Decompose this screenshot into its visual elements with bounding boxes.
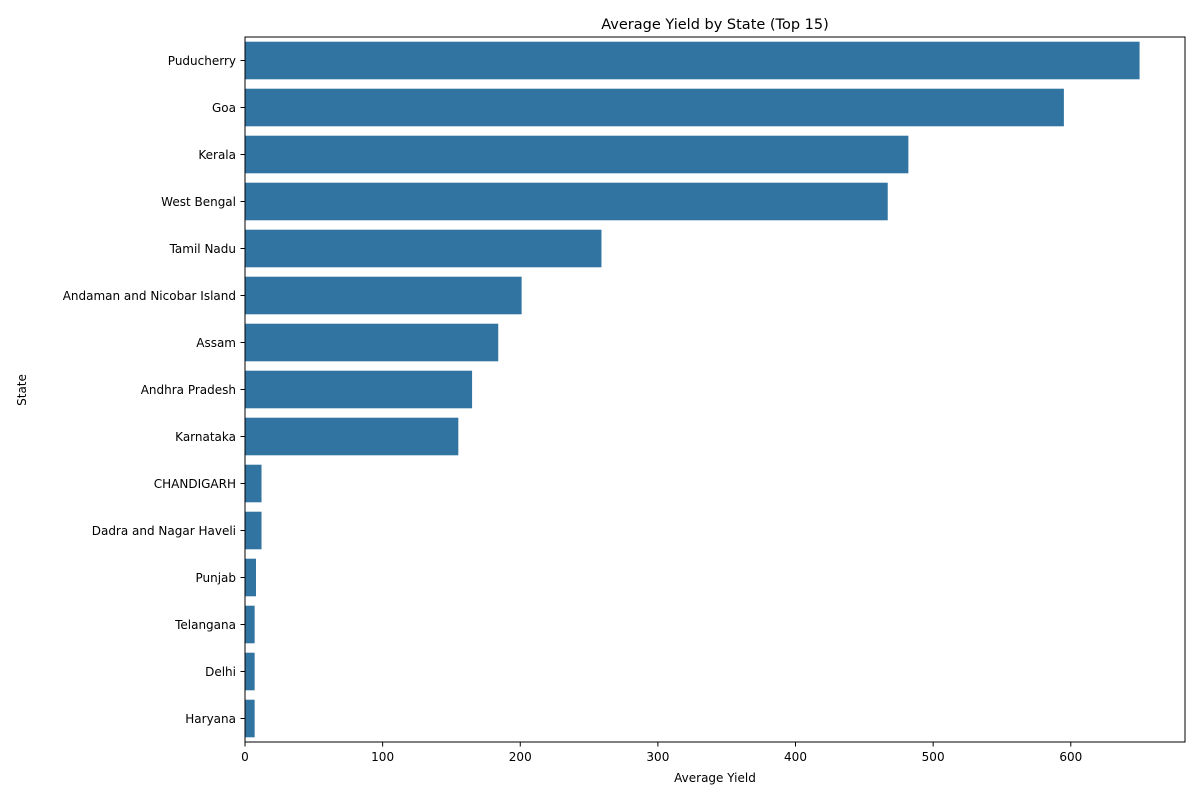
y-tick-label: Dadra and Nagar Haveli [92,524,236,538]
y-tick-label: Tamil Nadu [169,242,236,256]
bars-group [245,41,1140,738]
plot-frame [244,36,1186,743]
bar-punjab [245,558,257,597]
y-tick-label: West Bengal [161,195,236,209]
y-tick-label: Puducherry [168,54,236,68]
x-axis-label: Average Yield [674,771,756,785]
y-axis-ticks: Puducherry Goa Kerala West Bengal Tamil Nadu… [63,54,245,726]
bar-goa [245,88,1064,127]
bar-kerala [245,135,909,174]
y-tick-label: Delhi [205,665,236,679]
y-tick-label: Telangana [174,618,236,632]
bar-assam [245,323,499,362]
y-tick-label: Goa [212,101,236,115]
x-tick-label: 300 [646,750,669,764]
bar-puducherry [245,41,1140,80]
bar-telangana [245,605,255,644]
bar-haryana [245,699,255,738]
chart-title: Average Yield by State (Top 15) [601,17,829,33]
y-tick-label: Karnataka [175,430,236,444]
bar-andhra-pradesh [245,370,473,409]
x-tick-label: 500 [922,750,945,764]
x-tick-label: 100 [371,750,394,764]
y-tick-label: CHANDIGARH [154,477,236,491]
y-tick-label: Andaman and Nicobar Island [63,289,236,303]
x-tick-label: 400 [784,750,807,764]
x-tick-label: 600 [1059,750,1082,764]
y-tick-label: Haryana [185,712,236,726]
bar-karnataka [245,417,459,456]
y-axis-label: State [15,374,29,406]
y-tick-label: Assam [196,336,236,350]
bar-west-bengal [245,182,888,221]
bar-tamil-nadu [245,229,602,268]
bar-chandigarh [245,464,262,503]
x-axis-ticks: 0 100 200 300 400 500 600 [241,742,1082,764]
bar-andaman-and-nicobar-island [245,276,522,315]
y-tick-label: Punjab [195,571,236,585]
y-tick-label: Andhra Pradesh [141,383,236,397]
y-tick-label: Kerala [198,148,236,162]
x-tick-label: 200 [509,750,532,764]
bar-delhi [245,652,255,691]
bar-dadra-and-nagar-haveli [245,511,262,550]
x-tick-label: 0 [241,750,249,764]
